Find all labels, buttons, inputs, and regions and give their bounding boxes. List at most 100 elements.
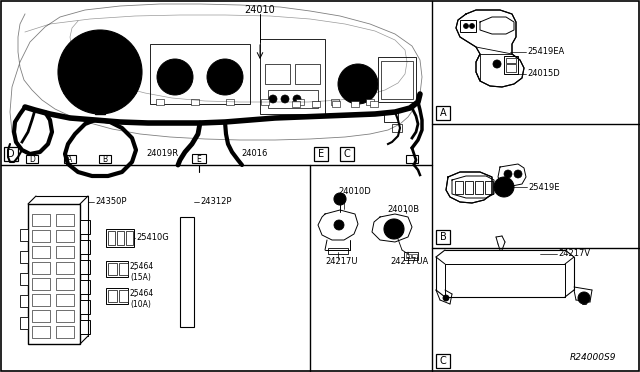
Text: 24217V: 24217V (558, 250, 590, 259)
Text: A: A (67, 154, 72, 164)
Bar (32, 214, 50, 226)
Text: 24217UA: 24217UA (390, 257, 428, 266)
Bar (108, 231, 115, 245)
Bar (32, 294, 50, 306)
Bar (56, 326, 74, 338)
Text: 24010: 24010 (244, 5, 275, 15)
Bar (56, 262, 74, 274)
Text: 25410G: 25410G (136, 234, 169, 243)
Bar (455, 181, 463, 194)
Circle shape (463, 23, 468, 29)
Bar (504, 56, 518, 74)
Circle shape (499, 182, 509, 192)
Bar (485, 181, 493, 194)
Text: 24015D: 24015D (527, 70, 560, 78)
Circle shape (157, 59, 193, 95)
Bar (265, 64, 290, 84)
Bar (80, 280, 90, 294)
Bar (384, 112, 398, 122)
Bar (32, 230, 50, 242)
Text: 24019R: 24019R (146, 150, 178, 158)
Circle shape (389, 224, 399, 234)
Bar (406, 155, 418, 163)
Bar (460, 20, 476, 32)
Bar (180, 217, 194, 327)
Bar (506, 58, 516, 63)
Circle shape (493, 60, 501, 68)
Bar (412, 254, 417, 258)
Bar (32, 310, 50, 322)
Bar (80, 240, 90, 254)
Text: E: E (196, 154, 202, 164)
Bar (506, 64, 516, 72)
Text: 25464
(10A): 25464 (10A) (130, 289, 154, 309)
Bar (80, 300, 90, 314)
Bar (28, 204, 80, 344)
Bar (80, 260, 90, 274)
Bar (56, 214, 74, 226)
Bar (99, 155, 111, 163)
Circle shape (514, 170, 522, 178)
Text: E: E (318, 149, 324, 159)
Circle shape (582, 295, 586, 301)
Bar (108, 290, 117, 302)
Circle shape (494, 177, 514, 197)
Circle shape (443, 295, 449, 301)
Bar (436, 106, 450, 120)
Bar (328, 248, 348, 254)
Text: R24000S9: R24000S9 (570, 353, 616, 362)
Bar (56, 230, 74, 242)
Text: 24016: 24016 (242, 150, 268, 158)
Text: 24312P: 24312P (200, 198, 232, 206)
Circle shape (58, 30, 142, 114)
Bar (80, 320, 90, 334)
Bar (392, 124, 402, 132)
Polygon shape (446, 172, 492, 203)
Bar (106, 288, 128, 304)
Circle shape (334, 220, 344, 230)
Circle shape (384, 219, 404, 239)
Circle shape (470, 23, 474, 29)
Bar (20, 295, 28, 307)
Text: B: B (102, 154, 108, 164)
Text: 25464
(15A): 25464 (15A) (130, 262, 154, 282)
Bar (56, 278, 74, 290)
Bar (20, 251, 28, 263)
Bar (108, 263, 117, 275)
Bar (370, 101, 378, 107)
Text: B: B (440, 232, 446, 242)
Bar (260, 39, 325, 114)
Bar (32, 326, 50, 338)
Circle shape (215, 67, 235, 87)
Bar (56, 294, 74, 306)
Circle shape (165, 67, 185, 87)
Bar (56, 246, 74, 258)
Bar (331, 99, 339, 105)
Bar (292, 101, 300, 107)
Bar (295, 64, 320, 84)
Circle shape (578, 292, 590, 304)
Bar (64, 155, 76, 163)
Circle shape (75, 47, 125, 97)
Bar (296, 99, 304, 105)
Text: 24010B: 24010B (387, 205, 419, 214)
Bar (119, 290, 128, 302)
Bar (351, 101, 359, 107)
Bar (20, 317, 28, 329)
Bar (312, 101, 320, 107)
Bar (192, 154, 206, 163)
Text: 25419EA: 25419EA (527, 48, 564, 57)
Text: 24350P: 24350P (95, 198, 127, 206)
Bar (117, 231, 124, 245)
Bar (150, 44, 250, 104)
Bar (56, 310, 74, 322)
Circle shape (293, 95, 301, 103)
Bar (26, 155, 38, 163)
Bar (268, 90, 318, 108)
Bar (4, 147, 18, 161)
Bar (119, 263, 128, 275)
Circle shape (281, 95, 289, 103)
Circle shape (346, 72, 370, 96)
Circle shape (338, 64, 378, 104)
Text: C: C (440, 356, 446, 366)
